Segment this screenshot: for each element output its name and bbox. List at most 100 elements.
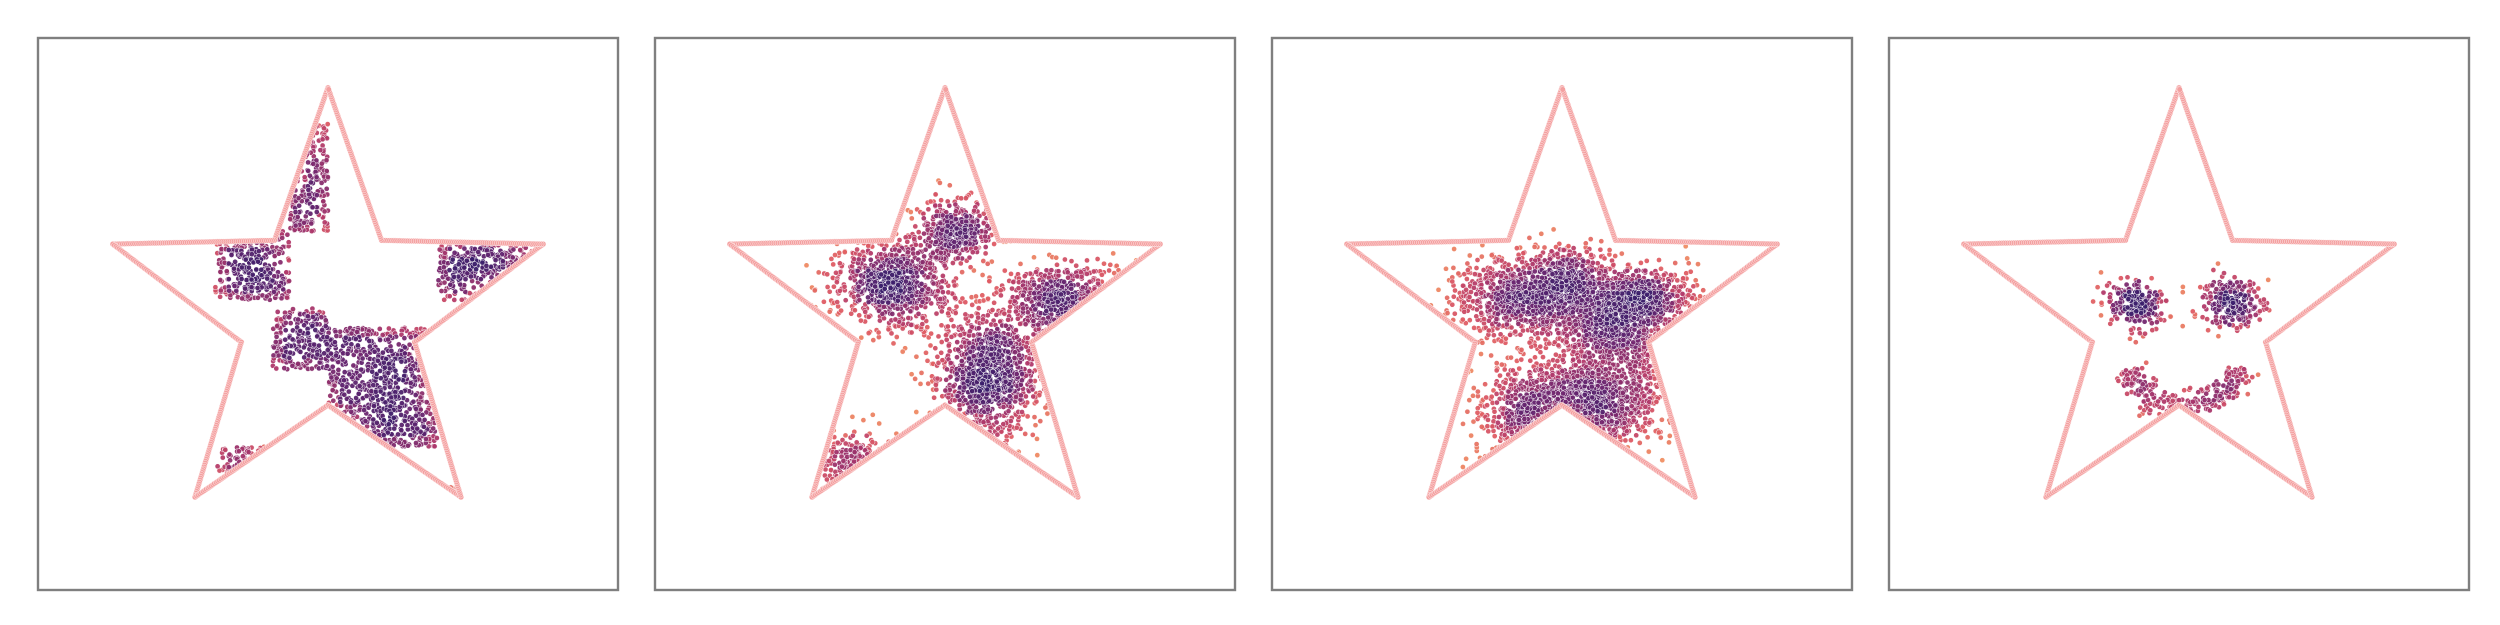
data-point [983, 244, 988, 249]
data-point [236, 449, 241, 454]
data-point [842, 284, 847, 289]
data-point [1099, 272, 1104, 277]
data-point [920, 322, 925, 327]
data-point [1001, 404, 1006, 409]
data-point [1014, 372, 1019, 377]
data-point [881, 304, 886, 309]
data-point [318, 148, 323, 153]
data-point [1030, 432, 1035, 437]
data-point [1038, 419, 1043, 424]
data-point [953, 310, 958, 315]
data-point [918, 381, 923, 386]
data-point [839, 464, 844, 469]
data-point [946, 343, 951, 348]
data-point [310, 314, 315, 319]
data-point [870, 440, 875, 445]
data-point [218, 277, 223, 282]
data-point [342, 392, 347, 397]
data-point [314, 209, 319, 214]
data-point [316, 343, 321, 348]
data-point [996, 426, 1001, 431]
data-point [889, 331, 894, 336]
data-point [284, 270, 289, 275]
data-point [386, 337, 391, 342]
data-point [478, 277, 483, 282]
data-point [1023, 322, 1028, 327]
data-point [905, 239, 910, 244]
data-point [843, 441, 848, 446]
data-point [287, 355, 292, 360]
data-point [375, 358, 380, 363]
data-point [213, 285, 218, 290]
data-point [1019, 346, 1024, 351]
data-point [946, 290, 951, 295]
data-point [288, 217, 293, 222]
data-point [1033, 423, 1038, 428]
data-point [983, 234, 988, 239]
data-point [288, 321, 293, 326]
data-point [413, 406, 418, 411]
data-point [511, 247, 516, 252]
data-point [293, 223, 298, 228]
data-point [994, 312, 999, 317]
data-point [981, 420, 986, 425]
data-point [834, 280, 839, 285]
data-point [850, 433, 855, 438]
data-point [320, 137, 325, 142]
data-point [1021, 293, 1026, 298]
data-point [387, 366, 392, 371]
data-point [920, 270, 925, 275]
data-point [905, 260, 910, 265]
data-point [1018, 261, 1023, 266]
data-point [948, 360, 953, 365]
data-point [421, 424, 426, 429]
data-point [447, 246, 452, 251]
data-point [960, 296, 965, 301]
data-point [264, 294, 269, 299]
data-point [1025, 414, 1030, 419]
data-point [923, 350, 928, 355]
data-point [969, 399, 974, 404]
data-point [824, 477, 829, 482]
data-point [283, 328, 288, 333]
data-point [249, 277, 254, 282]
data-point [302, 175, 307, 180]
data-point [1006, 356, 1011, 361]
data-point [1026, 296, 1031, 301]
data-point [919, 370, 924, 375]
data-point [994, 334, 999, 339]
data-point [926, 275, 931, 280]
data-point [954, 355, 959, 360]
data-point [993, 415, 998, 420]
data-point [1062, 279, 1067, 284]
data-point [985, 261, 990, 266]
data-point [346, 389, 351, 394]
data-point [970, 302, 975, 307]
data-point [447, 268, 452, 273]
data-point [985, 313, 990, 318]
data-point [301, 345, 306, 350]
panel-frame [655, 38, 1235, 590]
data-point [265, 247, 270, 252]
data-point [452, 297, 457, 302]
data-point [227, 452, 232, 457]
data-point [280, 235, 285, 240]
data-point [1027, 368, 1032, 373]
data-point [226, 261, 231, 266]
data-point [1020, 371, 1025, 376]
data-point [408, 433, 413, 438]
data-point [373, 389, 378, 394]
data-point [249, 252, 254, 257]
data-point [1037, 302, 1042, 307]
data-point [439, 288, 444, 293]
data-point [226, 277, 231, 282]
data-point [380, 350, 385, 355]
data-point [399, 428, 404, 433]
data-point [857, 252, 862, 257]
data-point [916, 311, 921, 316]
data-point [470, 257, 475, 262]
data-point [983, 251, 988, 256]
data-point [985, 296, 990, 301]
data-point [500, 259, 505, 264]
data-point [954, 226, 959, 231]
